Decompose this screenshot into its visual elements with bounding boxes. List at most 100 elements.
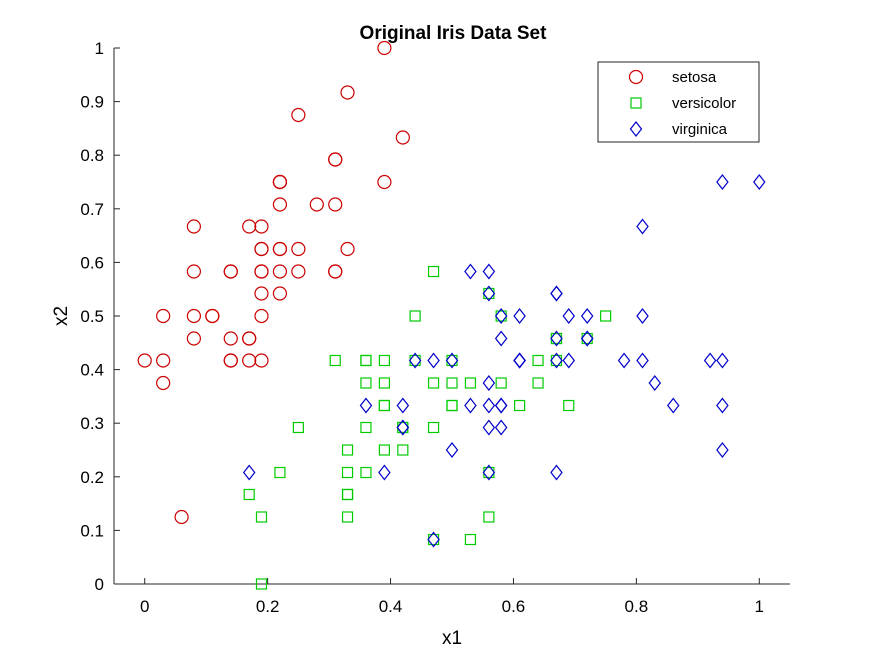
data-point-versicolor — [464, 533, 477, 546]
data-point-virginica — [482, 375, 496, 391]
data-point-setosa — [174, 509, 189, 525]
data-point-setosa — [186, 264, 201, 279]
data-point-setosa — [137, 353, 152, 368]
data-point-setosa — [328, 197, 343, 212]
x-tick-label: 0 — [140, 597, 149, 616]
y-tick-label: 0.5 — [80, 307, 104, 326]
data-point-versicolor — [360, 354, 372, 367]
data-point-setosa — [254, 286, 269, 301]
legend: setosa versicolor virginica — [597, 61, 760, 143]
data-point-setosa — [254, 353, 269, 368]
x-tick-label: 1 — [755, 597, 764, 616]
data-point-versicolor — [378, 399, 390, 412]
data-point-virginica — [580, 308, 594, 324]
data-point-versicolor — [532, 354, 544, 367]
data-point-virginica — [427, 352, 440, 369]
data-point-virginica — [396, 419, 410, 436]
data-point-virginica — [513, 352, 526, 369]
y-tick-label: 0.1 — [80, 521, 104, 540]
data-point-virginica — [427, 531, 440, 548]
data-point-virginica — [494, 330, 508, 347]
data-point-virginica — [464, 397, 477, 414]
data-point-setosa — [156, 308, 171, 324]
data-point-setosa — [223, 331, 238, 346]
y-tick-label: 0.7 — [80, 200, 104, 219]
data-point-versicolor — [378, 377, 390, 389]
data-point-setosa — [328, 152, 343, 167]
data-point-versicolor — [427, 265, 440, 278]
data-point-virginica — [513, 308, 526, 324]
data-point-versicolor — [378, 399, 390, 412]
data-point-virginica — [513, 352, 526, 369]
data-point-setosa — [254, 264, 269, 279]
data-point-setosa — [377, 174, 392, 190]
chart-title: Original Iris Data Set — [360, 23, 548, 44]
data-point-versicolor — [360, 354, 372, 367]
data-point-virginica — [666, 397, 680, 414]
data-point-versicolor — [360, 466, 372, 479]
data-point-versicolor — [341, 511, 354, 523]
data-point-setosa — [205, 308, 220, 324]
x-axis-label: x1 — [442, 628, 462, 649]
x-tick-label: 0.4 — [379, 597, 403, 616]
data-point-virginica — [550, 285, 563, 302]
data-point-virginica — [550, 464, 563, 481]
data-point-versicolor — [360, 377, 372, 389]
data-point-versicolor — [341, 466, 354, 479]
y-tick-label: 0 — [95, 575, 104, 594]
data-point-virginica — [494, 397, 508, 414]
data-point-virginica — [550, 352, 563, 369]
data-point-virginica — [513, 352, 526, 369]
data-point-virginica — [636, 218, 649, 235]
data-point-virginica — [242, 464, 256, 481]
data-point-virginica — [494, 308, 508, 324]
data-point-setosa — [186, 219, 201, 234]
series-virginica — [242, 174, 766, 548]
data-point-setosa — [377, 40, 392, 56]
y-tick-label: 1 — [95, 39, 104, 58]
data-points — [137, 40, 766, 590]
data-point-virginica — [482, 397, 496, 414]
data-point-setosa — [272, 241, 288, 257]
data-point-setosa — [291, 107, 306, 123]
legend-label-virginica: virginica — [672, 121, 728, 138]
x-ticks: 0 0.2 0.4 0.6 0.8 1 — [140, 578, 764, 616]
data-point-virginica — [408, 352, 422, 369]
data-point-setosa — [223, 353, 238, 368]
legend-label-setosa: setosa — [672, 69, 717, 86]
data-point-setosa — [340, 85, 355, 100]
series-versicolor — [243, 265, 612, 590]
data-point-setosa — [340, 241, 355, 257]
legend-label-versicolor: versicolor — [672, 95, 736, 112]
data-point-setosa — [309, 197, 324, 212]
y-tick-label: 0.8 — [80, 146, 104, 165]
data-point-versicolor — [243, 488, 255, 501]
legend-marker-versicolor — [630, 97, 642, 109]
data-point-virginica — [648, 375, 662, 391]
data-point-setosa — [272, 174, 288, 190]
data-point-versicolor — [495, 377, 507, 389]
data-point-setosa — [254, 241, 269, 257]
data-point-virginica — [482, 263, 496, 280]
data-point-virginica — [716, 397, 729, 414]
data-point-versicolor — [292, 421, 304, 434]
data-point-virginica — [494, 397, 508, 414]
y-ticks: 0 0.1 0.2 0.3 0.4 0.5 0.6 0.7 0.8 0.9 1 — [80, 39, 120, 594]
data-point-virginica — [636, 308, 649, 324]
data-point-setosa — [272, 264, 288, 279]
data-point-virginica — [482, 464, 496, 481]
data-point-virginica — [716, 174, 729, 190]
data-point-virginica — [396, 397, 410, 414]
data-point-virginica — [482, 419, 496, 436]
data-point-versicolor — [274, 466, 286, 479]
data-point-versicolor — [563, 399, 575, 412]
data-point-virginica — [580, 330, 594, 347]
x-tick-label: 0.2 — [256, 597, 280, 616]
data-point-setosa — [291, 264, 306, 279]
y-tick-label: 0.6 — [80, 253, 104, 272]
data-point-versicolor — [483, 511, 495, 523]
data-point-virginica — [464, 263, 477, 280]
data-point-setosa — [156, 353, 171, 368]
